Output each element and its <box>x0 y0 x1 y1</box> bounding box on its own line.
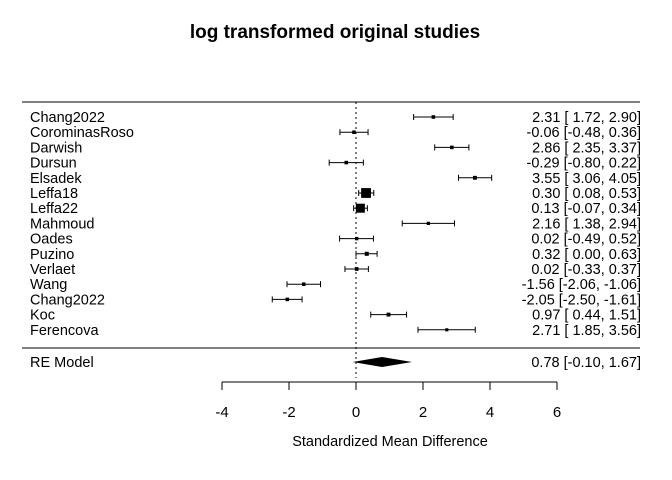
ci-text: -2.05 [-2.50, -1.61] <box>522 292 641 308</box>
ci-text: 0.13 [-0.07, 0.34] <box>531 201 641 217</box>
effect-size-marker <box>431 115 436 119</box>
ci-text: 0.02 [-0.33, 0.37] <box>531 262 641 278</box>
ci-text: -1.56 [-2.06, -1.06] <box>522 277 641 293</box>
study-row: Chang2022 -2.05 [-2.50, -1.61] <box>30 292 641 308</box>
ci-text: 2.86 [ 2.35, 3.37] <box>532 140 641 156</box>
ci-text: 0.02 [-0.49, 0.52] <box>531 232 641 248</box>
study-label: Elsadek <box>30 171 82 187</box>
study-row: Leffa22 0.13 [-0.07, 0.34] <box>30 201 641 217</box>
effect-size-marker <box>355 203 365 213</box>
effect-size-marker <box>354 236 359 241</box>
study-rows: Chang2022 2.31 [ 1.72, 2.90]CorominasRoso… <box>30 110 641 339</box>
summary-row: RE Model 0.78 [-0.10, 1.67] <box>30 355 641 371</box>
effect-size-marker <box>285 297 290 302</box>
study-row: Dursun -0.29 [-0.80, 0.22] <box>30 156 641 172</box>
study-row: Wang -1.56 [-2.06, -1.06] <box>30 277 641 293</box>
ci-text: 2.16 [ 1.38, 2.94] <box>532 216 641 232</box>
study-label: Puzino <box>30 247 74 263</box>
study-label: Ferencova <box>30 323 99 339</box>
summary-ci-text: 0.78 [-0.10, 1.67] <box>531 355 641 371</box>
ci-text: -0.29 [-0.80, 0.22] <box>527 156 641 172</box>
study-label: CorominasRoso <box>30 125 134 141</box>
effect-size-marker <box>361 188 371 198</box>
summary-label: RE Model <box>30 355 94 371</box>
study-label: Dursun <box>30 156 77 172</box>
ci-text: 2.31 [ 1.72, 2.90] <box>532 110 641 126</box>
x-axis: -4 -2 0 2 4 6 <box>215 381 561 421</box>
study-label: Chang2022 <box>30 292 105 308</box>
x-tick-label: -4 <box>215 404 228 421</box>
study-label: Wang <box>30 277 67 293</box>
study-row: CorominasRoso -0.06 [-0.48, 0.36] <box>30 125 641 141</box>
effect-size-marker <box>472 175 477 180</box>
x-tick-label: -2 <box>282 404 295 421</box>
study-row: Oades 0.02 [-0.49, 0.52] <box>30 232 641 248</box>
x-tick-label: 4 <box>486 404 494 421</box>
x-tick-label: 0 <box>352 404 360 421</box>
study-label: Chang2022 <box>30 110 105 126</box>
study-row: Leffa18 0.30 [ 0.08, 0.53] <box>30 186 641 202</box>
study-row: Chang2022 2.31 [ 1.72, 2.90] <box>30 110 641 126</box>
ci-text: 0.30 [ 0.08, 0.53] <box>532 186 641 202</box>
ci-text: 0.97 [ 0.44, 1.51] <box>532 308 641 324</box>
effect-size-marker <box>364 251 369 256</box>
chart-title: log transformed original studies <box>190 22 480 43</box>
effect-size-marker <box>354 267 359 271</box>
effect-size-marker <box>344 160 349 165</box>
effect-size-marker <box>301 282 306 286</box>
study-row: Verlaet 0.02 [-0.33, 0.37] <box>30 262 641 278</box>
ci-text: 2.71 [ 1.85, 3.56] <box>532 323 641 339</box>
study-row: Puzino 0.32 [ 0.00, 0.63] <box>30 247 641 263</box>
summary-diamond <box>352 357 412 367</box>
study-label: Oades <box>30 232 73 248</box>
x-tick-label: 6 <box>553 404 561 421</box>
effect-size-marker <box>426 221 430 226</box>
effect-size-marker <box>450 145 454 150</box>
study-label: Darwish <box>30 140 82 156</box>
effect-size-marker <box>386 312 391 317</box>
effect-size-marker <box>352 130 356 134</box>
ci-text: -0.06 [-0.48, 0.36] <box>527 125 641 141</box>
study-row: Elsadek 3.55 [ 3.06, 4.05] <box>30 171 641 187</box>
study-label: Leffa22 <box>30 201 78 217</box>
study-row: Ferencova 2.71 [ 1.85, 3.56] <box>30 323 641 339</box>
effect-size-marker <box>445 328 449 332</box>
x-tick-label: 2 <box>419 404 427 421</box>
study-row: Mahmoud 2.16 [ 1.38, 2.94] <box>30 216 641 232</box>
study-label: Koc <box>30 308 55 324</box>
study-label: Mahmoud <box>30 216 94 232</box>
study-label: Leffa18 <box>30 186 78 202</box>
study-row: Darwish 2.86 [ 2.35, 3.37] <box>30 140 641 156</box>
x-axis-title: Standardized Mean Difference <box>292 434 488 450</box>
study-row: Koc 0.97 [ 0.44, 1.51] <box>30 308 641 324</box>
ci-text: 0.32 [ 0.00, 0.63] <box>532 247 641 263</box>
study-label: Verlaet <box>30 262 75 278</box>
ci-text: 3.55 [ 3.06, 4.05] <box>532 171 641 187</box>
